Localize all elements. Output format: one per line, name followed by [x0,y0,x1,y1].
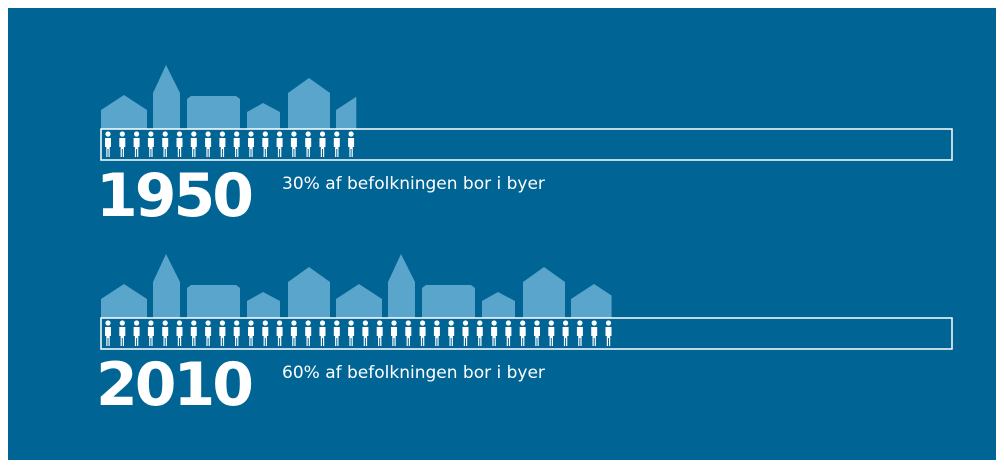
person-head [520,320,525,325]
person-head [306,131,311,136]
person-head [220,131,225,136]
person-head [506,320,511,325]
person-head [134,320,139,325]
infographic: 1950 30% af befolkningen bor i byer 2010 60… [0,0,1004,468]
person-head [391,320,396,325]
person-head [534,320,539,325]
person-head [148,320,153,325]
person-head [449,320,454,325]
person-head [334,320,339,325]
person-head [577,320,582,325]
person-head [320,131,325,136]
year: 2010 [96,350,251,420]
person-head [606,320,611,325]
house [187,96,240,129]
person-head [291,131,296,136]
person-head [592,320,597,325]
person-head [363,320,368,325]
house [187,285,240,318]
person-head [148,131,153,136]
person-head [177,131,182,136]
person-head [191,320,196,325]
person-head [191,131,196,136]
person-head [477,320,482,325]
person-head [163,131,168,136]
person-head [234,320,239,325]
person-head [248,131,253,136]
person-head [120,320,125,325]
person-head [206,320,211,325]
person-head [549,320,554,325]
person-head [306,320,311,325]
person-head [277,320,282,325]
person-head [291,320,296,325]
person-head [220,320,225,325]
person-head [406,320,411,325]
year: 1950 [96,161,251,231]
person-head [434,320,439,325]
person-head [163,320,168,325]
person-head [277,131,282,136]
value-label: 30% af befolkningen bor i byer [282,174,545,194]
person-head [105,320,110,325]
house [422,285,475,318]
person-head [105,131,110,136]
person-head [248,320,253,325]
person-head [134,131,139,136]
person-head [120,131,125,136]
person-head [263,320,268,325]
person-head [263,131,268,136]
person-head [320,320,325,325]
person-head [334,131,339,136]
person-head [206,131,211,136]
person-head [177,320,182,325]
person-head [377,320,382,325]
person-head [563,320,568,325]
person-head [492,320,497,325]
person-head [234,131,239,136]
value-label: 60% af befolkningen bor i byer [282,363,545,383]
person-head [349,131,354,136]
person-head [463,320,468,325]
person-head [420,320,425,325]
person-head [349,320,354,325]
